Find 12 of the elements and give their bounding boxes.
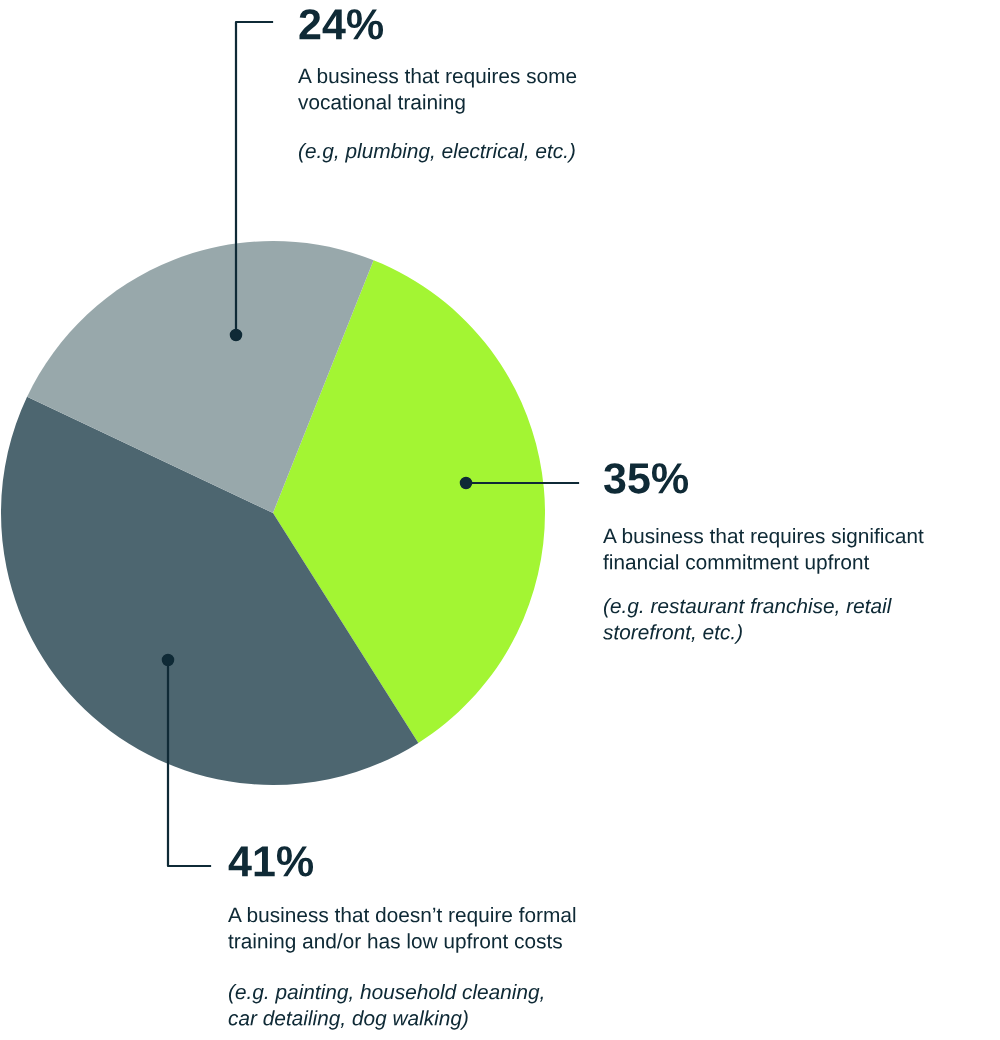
text: (e.g. painting, household cleaning, car detailing, dog walking) (228, 984, 543, 1030)
slice-label: A business that requires some vocational training (298, 68, 577, 114)
slice-label: A business that doesn’t require formal training and/or has low upfront costs (228, 907, 576, 953)
data-label: 35% (603, 463, 689, 494)
pie-slice (273, 260, 545, 743)
text: (e.g, plumbing, electrical, etc.) (298, 143, 575, 163)
pie-slice (27, 241, 374, 513)
slice-label: A business that requires significant financial commitment upfront (603, 528, 924, 574)
data-label: 24% (299, 9, 384, 40)
text: (e.g. restaurant franchise, retail storefront, etc.) (603, 598, 892, 644)
pie-slice (1, 396, 419, 785)
data-label: 41% (228, 846, 314, 877)
